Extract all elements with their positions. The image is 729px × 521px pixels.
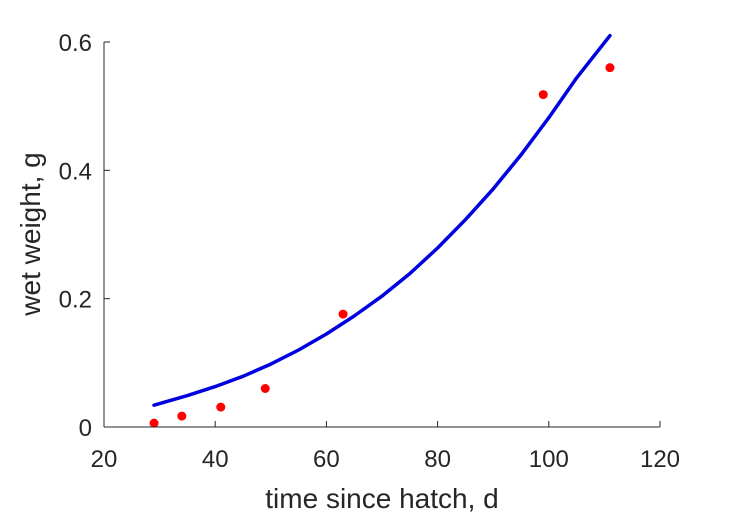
y-tick-label: 0 <box>79 415 92 442</box>
x-ticks: 20 40 60 80 100 120 <box>91 421 680 473</box>
data-point <box>260 384 270 393</box>
x-tick-label: 60 <box>313 446 340 473</box>
fit-curve-line <box>152 33 612 407</box>
data-point <box>538 90 548 100</box>
x-tick-label: 20 <box>91 446 118 473</box>
x-tick-label: 80 <box>424 446 451 473</box>
data-point <box>177 411 187 421</box>
data-point <box>149 418 159 428</box>
x-axis-label: time since hatch, d <box>265 483 498 514</box>
data-point <box>338 309 348 319</box>
data-point <box>216 402 226 412</box>
axes <box>103 42 660 428</box>
y-tick-label: 0.2 <box>59 287 92 314</box>
x-tick-label: 40 <box>202 446 229 473</box>
y-tick-label: 0.4 <box>59 158 92 185</box>
x-tick-label: 100 <box>529 446 569 473</box>
y-ticks: 0 0.2 0.4 0.6 <box>59 30 110 442</box>
plot-area <box>149 33 615 428</box>
y-tick-label: 0.6 <box>59 30 92 57</box>
data-point <box>605 63 615 73</box>
x-tick-label: 120 <box>640 446 680 473</box>
y-axis-label: wet weight, g <box>15 152 46 316</box>
